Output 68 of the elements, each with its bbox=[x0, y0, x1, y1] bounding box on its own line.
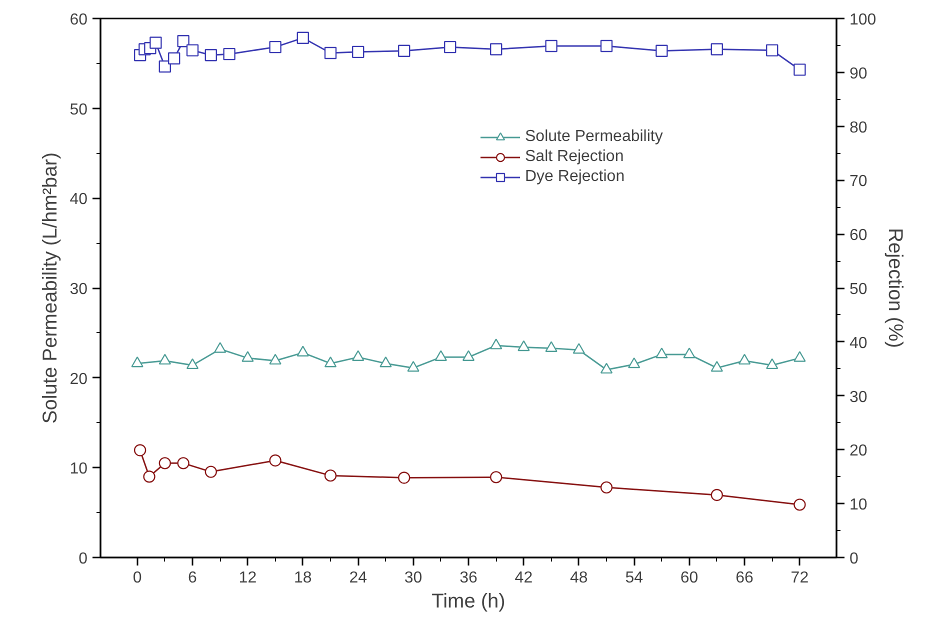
point bbox=[269, 40, 282, 54]
x-tick-label: 66 bbox=[736, 570, 754, 586]
point bbox=[223, 48, 236, 60]
y2-tick-label: 40 bbox=[850, 334, 868, 352]
point bbox=[269, 454, 282, 467]
y2-axis-title: Rejection (%) bbox=[884, 228, 906, 348]
point bbox=[186, 44, 199, 56]
y2-tick-label: 10 bbox=[850, 496, 868, 514]
y2-tick-label: 60 bbox=[850, 227, 868, 244]
y-axis-title: Solute Permeability (L/hm²bar) bbox=[40, 152, 62, 424]
x-tick-label: 18 bbox=[294, 570, 312, 586]
point bbox=[150, 36, 162, 49]
y-tick-label: 60 bbox=[70, 12, 88, 28]
legend-label: Solute Permeability bbox=[525, 128, 663, 146]
point bbox=[168, 52, 180, 64]
point bbox=[352, 46, 364, 58]
point bbox=[490, 43, 502, 56]
y-tick-label: 0 bbox=[78, 550, 88, 568]
point bbox=[794, 64, 806, 76]
point bbox=[710, 488, 723, 502]
y2-tick-label: 100 bbox=[850, 12, 876, 28]
point bbox=[398, 472, 410, 484]
point bbox=[134, 444, 146, 456]
y2-tick-label: 90 bbox=[850, 65, 868, 82]
y2-tick-label: 20 bbox=[850, 442, 868, 460]
x-tick-label: 30 bbox=[404, 570, 422, 586]
x-tick-label: 36 bbox=[460, 570, 478, 586]
x-tick-label: 0 bbox=[132, 570, 142, 586]
y2-tick-label: 50 bbox=[850, 281, 868, 298]
x-tick-label: 42 bbox=[514, 570, 533, 586]
y2-tick-label: 80 bbox=[850, 119, 868, 136]
x-tick-label: 72 bbox=[790, 570, 809, 586]
point bbox=[794, 498, 806, 511]
legend-label: Dye Rejection bbox=[525, 168, 625, 186]
y-tick-label: 20 bbox=[70, 370, 88, 388]
y-tick-label: 50 bbox=[70, 101, 88, 118]
x-axis-title: Time (h) bbox=[432, 590, 506, 612]
y2-tick-label: 70 bbox=[850, 173, 868, 190]
point bbox=[204, 49, 217, 62]
y2-tick-label: 0 bbox=[850, 550, 858, 568]
point bbox=[600, 481, 613, 494]
point bbox=[656, 44, 668, 57]
y-tick-label: 30 bbox=[70, 281, 88, 298]
point bbox=[143, 470, 156, 483]
point bbox=[398, 44, 410, 57]
y-tick-label: 40 bbox=[70, 191, 88, 208]
point bbox=[204, 466, 217, 478]
point bbox=[324, 469, 337, 482]
y-tick-label: 10 bbox=[70, 460, 88, 478]
x-tick-label: 24 bbox=[349, 570, 368, 586]
point bbox=[158, 457, 171, 470]
point bbox=[710, 43, 723, 56]
point bbox=[545, 40, 558, 52]
point bbox=[296, 32, 309, 44]
point bbox=[444, 40, 456, 54]
x-tick-label: 6 bbox=[188, 570, 198, 586]
point bbox=[490, 471, 502, 484]
y2-tick-label: 30 bbox=[850, 388, 868, 406]
point bbox=[177, 457, 190, 470]
legend-label: Salt Rejection bbox=[525, 148, 624, 166]
point bbox=[177, 35, 190, 48]
point bbox=[600, 40, 613, 52]
x-tick-label: 60 bbox=[680, 570, 698, 586]
x-tick-label: 48 bbox=[570, 570, 588, 586]
x-tick-label: 54 bbox=[625, 570, 644, 586]
x-tick-label: 12 bbox=[238, 570, 257, 586]
point bbox=[324, 46, 337, 60]
point bbox=[766, 44, 778, 56]
